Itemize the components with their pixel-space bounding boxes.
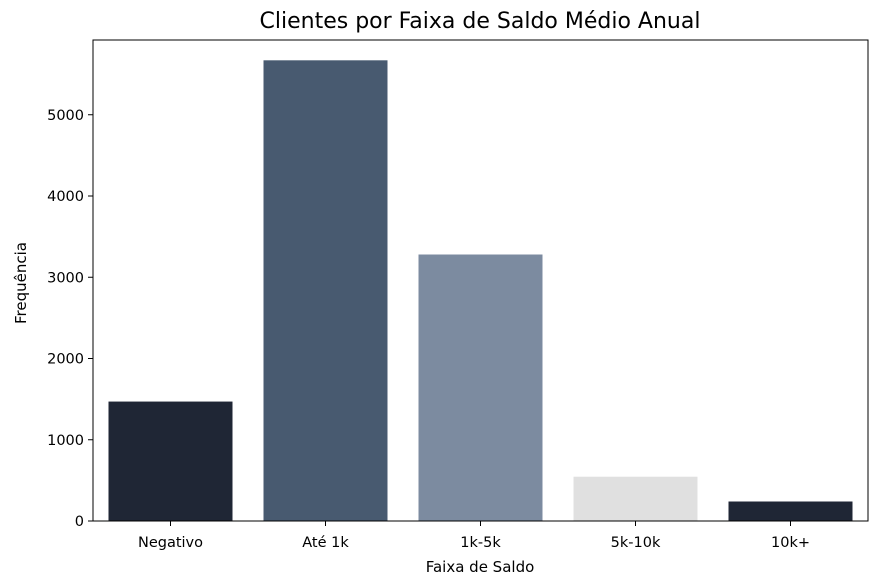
y-axis: 0 1000 2000 3000 4000 5000	[47, 108, 93, 530]
y-tick-label: 3000	[47, 270, 84, 286]
plot-frame	[92, 39, 869, 522]
x-axis: Negativo Até 1k 1k-5k 5k-10k 10k+	[138, 521, 810, 551]
y-tick-label: 2000	[47, 352, 84, 368]
y-tick-label: 0	[75, 514, 84, 530]
x-tick-label: 5k-10k	[611, 535, 661, 551]
bar-5k-10k	[573, 476, 698, 521]
y-tick-label: 1000	[47, 433, 84, 449]
bar-10k	[728, 501, 853, 521]
x-tick-label: 1k-5k	[460, 535, 501, 551]
bar-at-1k	[263, 60, 388, 522]
x-tick-label: Até 1k	[302, 535, 349, 551]
bar-1k-5k	[418, 254, 543, 521]
x-axis-title: Faixa de Saldo	[426, 558, 535, 576]
bars-layer	[108, 60, 853, 522]
bar-negativo	[108, 401, 233, 521]
x-tick-label: 10k+	[771, 535, 810, 551]
y-tick-label: 5000	[47, 108, 84, 124]
y-axis-title: Frequência	[12, 242, 30, 324]
chart-title: Clientes por Faixa de Saldo Médio Anual	[260, 9, 701, 34]
x-tick-label: Negativo	[138, 535, 203, 551]
y-tick-label: 4000	[47, 189, 84, 205]
